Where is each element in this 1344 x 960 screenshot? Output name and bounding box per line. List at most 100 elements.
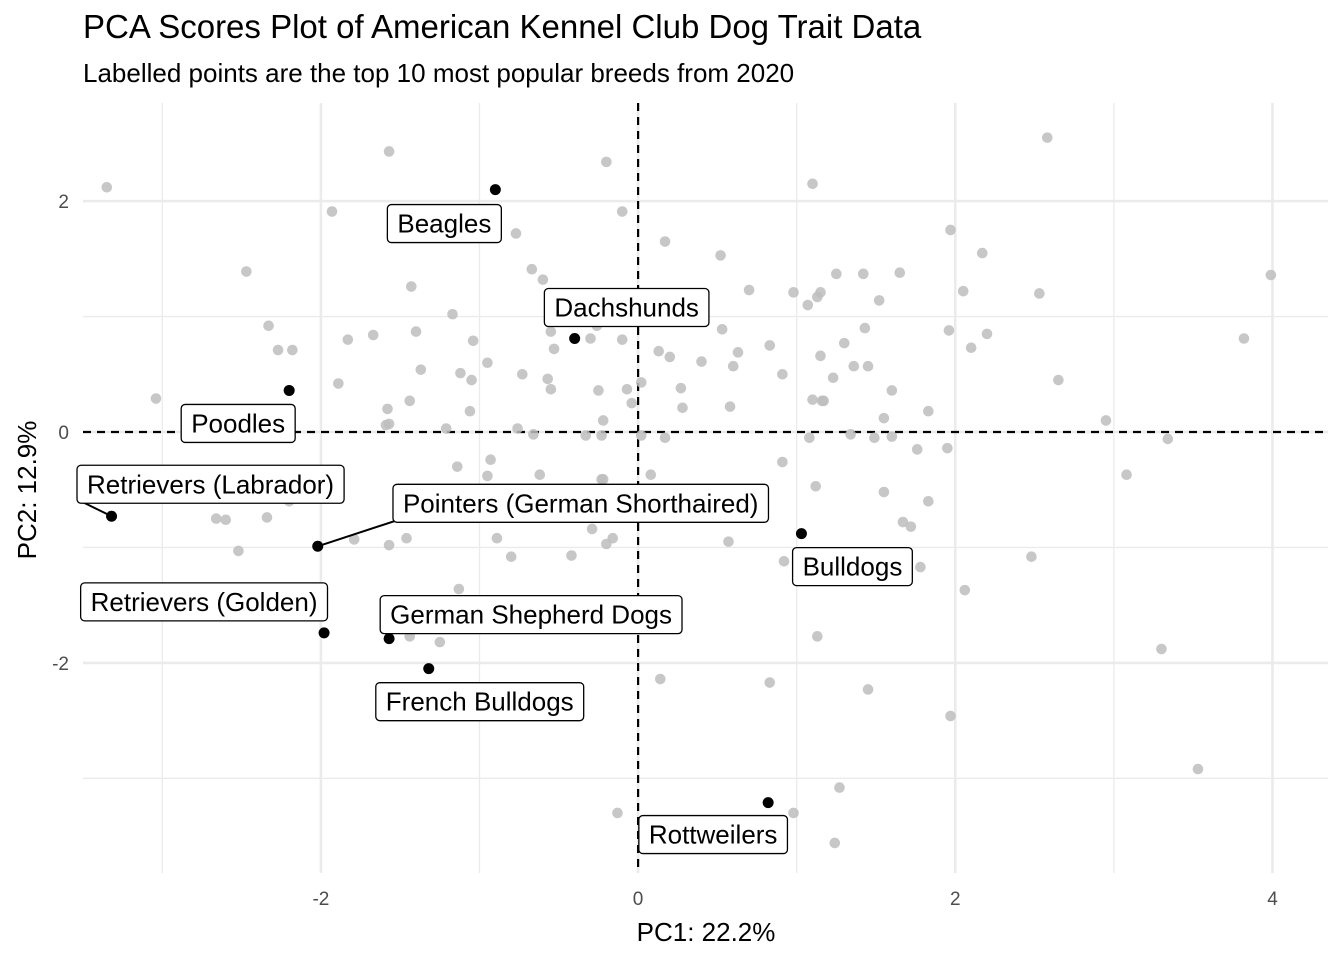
point-label-text: Bulldogs: [803, 552, 903, 582]
background-point: [1121, 469, 1132, 481]
background-point: [526, 263, 538, 275]
background-point: [482, 470, 493, 482]
background-point: [886, 385, 898, 396]
background-point: [596, 430, 607, 441]
point-label-box: [375, 682, 585, 722]
background-point: [542, 373, 553, 385]
point-labels: Beagles Dachshunds Poodles Retrievers (Labr…: [76, 203, 913, 855]
background-point: [834, 782, 845, 793]
background-point: [453, 583, 465, 595]
background-point: [566, 550, 577, 561]
highlight-point: [423, 663, 435, 675]
point-label-text: Beagles: [397, 209, 491, 239]
point-label-text: Pointers (German Shorthaired): [403, 488, 758, 518]
background-point: [342, 334, 354, 345]
background-point: [1238, 333, 1250, 344]
background-point: [815, 350, 826, 362]
background-point: [715, 250, 726, 261]
background-point: [981, 328, 993, 340]
y-axis-title: PC2: 12.9%: [12, 421, 42, 560]
background-point: [812, 631, 823, 642]
background-point: [788, 287, 799, 298]
background-point: [580, 430, 592, 441]
background-point: [764, 340, 776, 351]
background-point: [911, 444, 923, 455]
background-point: [616, 206, 628, 217]
background-point: [945, 710, 956, 722]
background-point: [482, 357, 493, 369]
background-point: [810, 480, 822, 492]
background-point: [528, 429, 539, 440]
background-point: [220, 514, 232, 526]
x-tick-label: 4: [1267, 889, 1278, 910]
background-point: [621, 383, 633, 395]
background-point: [845, 429, 856, 440]
background-point: [586, 523, 598, 535]
background-point: [696, 356, 707, 367]
background-point: [1156, 643, 1167, 655]
background-point: [957, 285, 969, 297]
background-point: [727, 360, 739, 372]
background-point: [241, 266, 252, 277]
background-point: [664, 351, 676, 363]
background-point: [654, 673, 666, 685]
y-tick-label: -2: [52, 654, 69, 675]
background-point: [382, 403, 393, 415]
background-point: [383, 539, 395, 551]
background-point: [210, 513, 222, 524]
point-label-text: Rottweilers: [649, 820, 778, 850]
point-label-text: Retrievers (Labrador): [87, 469, 334, 499]
background-point: [451, 461, 463, 472]
background-point: [585, 333, 596, 344]
background-point: [1053, 374, 1064, 386]
background-point: [466, 374, 477, 386]
background-point: [732, 347, 744, 358]
point-label: Pointers (German Shorthaired): [392, 483, 770, 523]
background-point: [401, 532, 412, 544]
background-point: [923, 495, 934, 507]
background-point: [405, 281, 417, 292]
background-point: [848, 360, 860, 372]
background-point: [897, 516, 909, 528]
background-point: [545, 326, 557, 337]
label-connector: [317, 519, 398, 548]
point-label-text: Poodles: [191, 408, 285, 438]
background-point: [150, 393, 162, 404]
background-point: [517, 368, 528, 380]
point-label: Rottweilers: [638, 814, 789, 855]
background-point: [505, 551, 517, 562]
background-point: [455, 367, 466, 379]
background-point: [915, 561, 926, 573]
background-point: [827, 372, 839, 384]
point-label-box: [791, 546, 913, 587]
background-point: [348, 534, 360, 545]
y-axis-ticks: -2 0 2: [52, 192, 69, 675]
point-label-text: French Bulldogs: [386, 687, 574, 717]
y-tick-label: 2: [58, 192, 69, 213]
background-point: [653, 345, 665, 357]
background-point: [404, 395, 416, 407]
background-point: [645, 469, 657, 481]
background-point: [862, 684, 874, 695]
background-point: [593, 385, 604, 396]
x-tick-label: 0: [633, 889, 644, 910]
point-label: Poodles: [180, 403, 296, 444]
background-point: [764, 677, 776, 688]
background-point: [831, 268, 842, 280]
background-point: [959, 584, 971, 596]
background-point: [778, 556, 790, 567]
background-point: [716, 323, 728, 335]
background-point: [859, 322, 871, 334]
background-point: [485, 454, 496, 466]
highlight-point: [569, 333, 581, 345]
background-point: [612, 807, 623, 819]
background-point: [383, 146, 395, 157]
background-point: [510, 228, 522, 239]
highlight-point: [283, 384, 295, 396]
highlight-point: [383, 633, 395, 645]
x-axis-ticks: -2 0 2 4: [312, 889, 1278, 910]
background-point: [333, 378, 344, 389]
background-point: [233, 545, 244, 557]
background-point: [812, 291, 823, 303]
